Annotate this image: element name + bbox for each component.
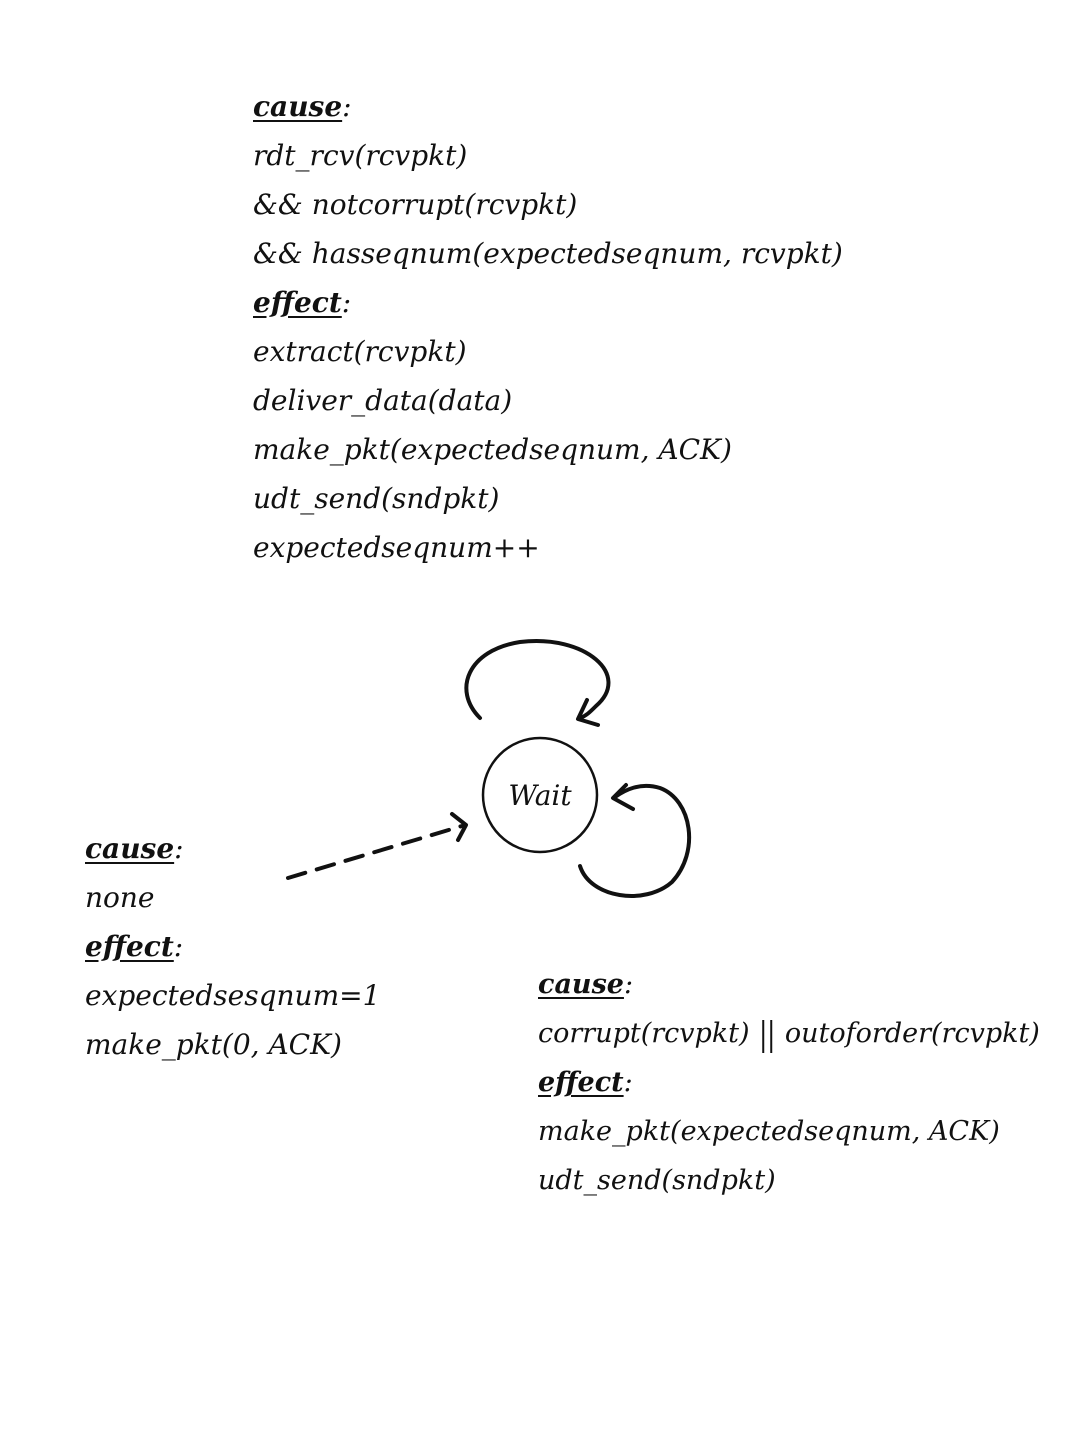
cause-line: rdt_rcv(rcvpkt) <box>253 139 468 172</box>
effect-line: expectedsesqnum=1 <box>85 979 381 1012</box>
cause-line: none <box>85 881 155 914</box>
effect-line: make_pkt(expectedseqnum, ACK) <box>253 433 732 466</box>
cause-heading: cause: <box>253 90 352 123</box>
bottom-self-loop-arrow <box>578 783 692 898</box>
or-operator: || <box>758 1018 776 1049</box>
top-loop-transition-label: cause: rdt_rcv(rcvpkt) && notcorrupt(rcv… <box>253 82 843 572</box>
bottom-loop-transition-label: cause: corrupt(rcvpkt) || outoforder(rcv… <box>538 960 1040 1205</box>
cause-line: && notcorrupt(rcvpkt) <box>253 188 578 221</box>
wait-state-label: Wait <box>508 779 572 812</box>
cause-keyword: cause <box>253 90 343 123</box>
wait-state: Wait <box>481 736 599 854</box>
cause-heading: cause: <box>85 832 184 865</box>
top-self-loop-arrow <box>464 639 611 727</box>
effect-line: udt_send(sndpkt) <box>538 1165 776 1196</box>
effect-line: make_pkt(0, ACK) <box>85 1028 342 1061</box>
effect-line: extract(rcvpkt) <box>253 335 467 368</box>
effect-keyword: effect <box>253 286 342 319</box>
cause-keyword: cause <box>85 832 175 865</box>
effect-line: udt_send(sndpkt) <box>253 482 500 515</box>
effect-keyword: effect <box>538 1067 624 1098</box>
effect-line: deliver_data(data) <box>253 384 513 417</box>
initial-transition-arrow <box>286 812 468 880</box>
cause-line: corrupt(rcvpkt) || outoforder(rcvpkt) <box>538 1018 1040 1049</box>
effect-line: make_pkt(expectedseqnum, ACK) <box>538 1116 1000 1147</box>
cause-heading: cause: <box>538 969 634 1000</box>
cause-keyword: cause <box>538 969 624 1000</box>
or-operator-bars <box>762 1020 773 1053</box>
effect-heading: effect: <box>253 286 352 319</box>
initial-transition-label: cause: none effect: expectedsesqnum=1 ma… <box>85 824 380 1069</box>
effect-keyword: effect <box>85 930 174 963</box>
effect-heading: effect: <box>538 1067 633 1098</box>
effect-line: expectedseqnum++ <box>253 531 540 564</box>
effect-heading: effect: <box>85 930 184 963</box>
cause-line: && hasseqnum(expectedseqnum, rcvpkt) <box>253 237 843 270</box>
